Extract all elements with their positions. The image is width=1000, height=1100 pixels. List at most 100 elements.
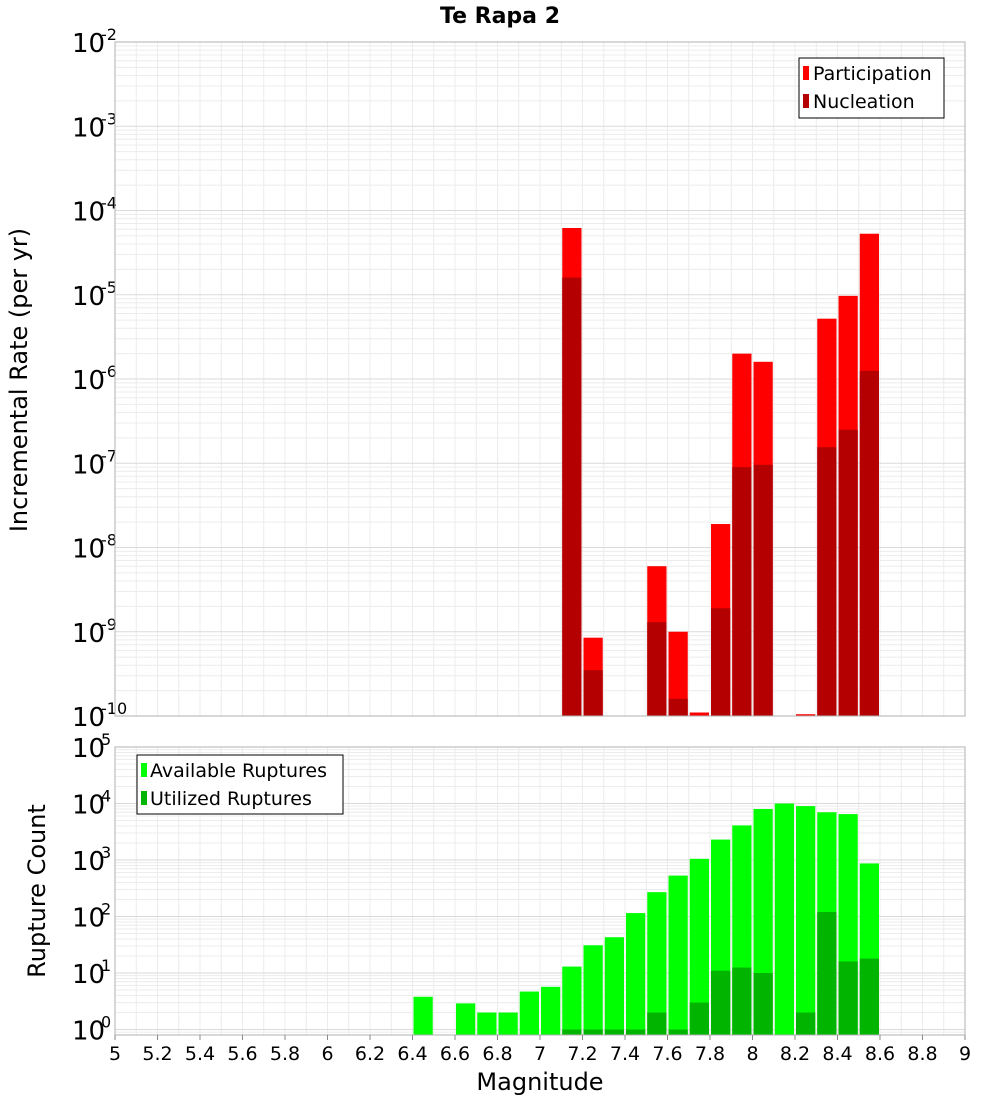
top-y-tick-label-exponent: -4 [101, 194, 117, 213]
count-bar-b [647, 1012, 667, 1035]
top-y-tick-label: 10 [72, 450, 105, 480]
top-y-tick-label: 10 [72, 535, 105, 565]
count-bar-a [668, 875, 688, 1035]
x-tick-label: 8.6 [865, 1043, 895, 1065]
bottom-y-tick-label: 10 [72, 904, 105, 934]
bottom-legend: Available Ruptures Utilized Ruptures [136, 754, 344, 815]
count-bar-b [583, 1029, 603, 1035]
top-y-tick-label-exponent: -10 [101, 699, 127, 718]
bottom-y-tick-label: 10 [72, 1017, 105, 1047]
top-y-tick-label-exponent: -5 [101, 278, 117, 297]
count-bar-a [456, 1003, 476, 1035]
x-tick-label: 7.6 [652, 1043, 682, 1065]
count-bar-b [604, 1029, 624, 1035]
x-tick-label: 6.4 [397, 1043, 427, 1065]
top-legend-box [798, 57, 945, 119]
legend-label-available: Available Ruptures [150, 760, 327, 782]
top-y-tick-label: 10 [72, 198, 105, 228]
rate-bar-a [689, 712, 709, 716]
rate-bar-b [817, 447, 837, 716]
top-y-tick-label-exponent: -3 [101, 109, 117, 128]
x-tick-label: 7.2 [567, 1043, 597, 1065]
top-bars [562, 227, 879, 717]
count-bar-a [583, 945, 603, 1035]
rate-bar-a [796, 714, 816, 716]
top-y-tick-label-exponent: -2 [101, 25, 117, 44]
bottom-y-tick-label: 10 [72, 847, 105, 877]
top-y-tick-label-exponent: -8 [101, 531, 117, 550]
top-y-tick-label-exponent: -6 [101, 362, 117, 381]
bottom-bars [413, 803, 879, 1035]
count-bar-a [689, 858, 709, 1035]
x-tick-label: 5.2 [142, 1043, 172, 1065]
x-tick-label: 8.4 [822, 1043, 852, 1065]
bottom-y-tick-label-exponent: 1 [101, 956, 111, 975]
count-bar-b [668, 1029, 688, 1035]
count-bar-b [838, 961, 858, 1035]
legend-swatch-available [141, 763, 147, 777]
rate-bar-b [668, 698, 688, 716]
legend-label-utilized: Utilized Ruptures [150, 788, 312, 810]
count-bar-b [689, 1002, 709, 1035]
top-y-ticks: 10-210-310-410-510-610-710-810-910-10 [72, 25, 127, 733]
bottom-y-tick-label-exponent: 4 [101, 787, 111, 806]
rate-bar-b [753, 464, 773, 716]
legend-swatch-utilized [141, 791, 147, 805]
top-legend: Participation Nucleation [798, 57, 945, 119]
x-tick-label: 6.6 [440, 1043, 470, 1065]
rate-bar-b [562, 277, 582, 716]
x-tick-label: 6.8 [482, 1043, 512, 1065]
count-bar-a [562, 966, 582, 1035]
count-bar-b [732, 967, 752, 1035]
count-bar-a [519, 991, 539, 1035]
x-tick-label: 5.8 [270, 1043, 300, 1065]
rate-bar-b [838, 429, 858, 716]
count-bar-a [774, 803, 794, 1035]
bottom-y-tick-label-exponent: 2 [101, 900, 111, 919]
legend-swatch-nucleation [803, 94, 809, 108]
top-y-tick-label: 10 [72, 29, 105, 59]
legend-swatch-participation [803, 66, 809, 80]
count-bar-a [541, 986, 561, 1035]
count-bar-a [796, 806, 816, 1035]
x-tick-label: 6.2 [355, 1043, 385, 1065]
rate-bar-b [711, 608, 731, 716]
count-bar-b [753, 973, 773, 1035]
bottom-y-tick-label-exponent: 3 [101, 843, 111, 862]
bottom-y-tick-label: 10 [72, 791, 105, 821]
top-y-tick-label: 10 [72, 619, 105, 649]
count-bar-a [477, 1012, 497, 1035]
top-y-tick-label: 10 [72, 366, 105, 396]
x-tick-label: 8 [746, 1043, 758, 1065]
rate-bar-b [859, 370, 879, 716]
count-bar-a [626, 913, 646, 1035]
top-y-axis-label: Incremental Rate (per yr) [5, 228, 33, 532]
x-tick-label: 7.4 [610, 1043, 640, 1065]
count-bar-b [626, 1029, 646, 1035]
x-axis-ticks: 5 5.2 5.4 5.6 5.8 6 6.2 6.4 6.6 6.8 7 7.2 7.4 7.6 7.8 8… [109, 1035, 971, 1065]
top-panel: 10-210-310-410-510-610-710-810-910-10 In… [5, 25, 966, 733]
top-y-tick-label: 10 [72, 113, 105, 143]
count-bar-b [562, 1029, 582, 1035]
x-tick-label: 5.4 [185, 1043, 215, 1065]
count-bar-b [817, 912, 837, 1035]
legend-label-nucleation: Nucleation [813, 91, 915, 113]
x-tick-label: 5.6 [227, 1043, 257, 1065]
top-grid [114, 41, 966, 717]
rate-bar-a [668, 631, 688, 716]
bottom-y-tick-label-exponent: 0 [101, 1013, 111, 1032]
bottom-y-tick-label: 10 [72, 960, 105, 990]
x-tick-label: 8.8 [907, 1043, 937, 1065]
top-y-tick-label: 10 [72, 703, 105, 733]
bottom-y-axis-label: Rupture Count [23, 804, 51, 978]
x-tick-label: 7.8 [695, 1043, 725, 1065]
count-bar-b [796, 1012, 816, 1035]
rate-bar-b [732, 467, 752, 716]
top-y-tick-label: 10 [72, 282, 105, 312]
x-tick-label: 9 [959, 1043, 971, 1065]
top-plot-frame [114, 41, 966, 717]
bottom-y-tick-label: 10 [72, 734, 105, 764]
count-bar-b [859, 958, 879, 1035]
